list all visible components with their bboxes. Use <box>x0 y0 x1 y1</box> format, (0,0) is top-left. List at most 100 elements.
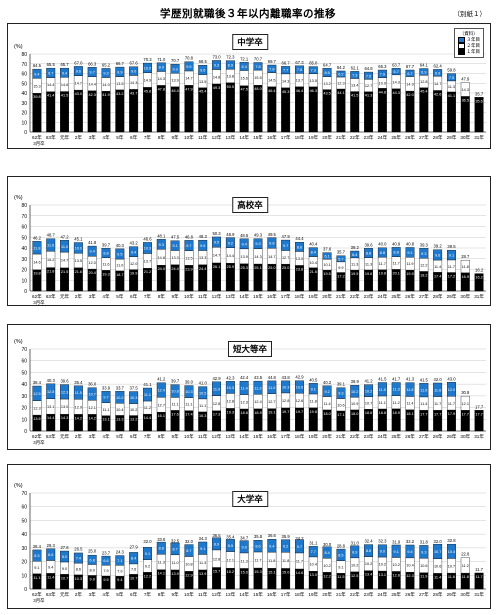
x-tick-label: 23年 <box>364 591 374 598</box>
data-label-3: 8.3 <box>34 554 39 558</box>
x-tick-label: 23年 <box>364 293 374 300</box>
data-label-1: 42.0 <box>406 93 413 97</box>
data-label-2: 12.3 <box>337 82 344 86</box>
data-label-1: 12.8 <box>392 573 399 577</box>
x-tick-label: 27年 <box>419 591 429 598</box>
chart-svg: 0 10 20 30 40 50 60 70 80 39.8 15.3 9.4 64.5 62年 41.4 1… <box>21 52 486 147</box>
data-label-3: 9.4 <box>242 242 247 246</box>
data-label-3: 10.7 <box>88 393 95 397</box>
x-tick-label: 26年 <box>405 293 415 300</box>
x-tick-label: 19年 <box>308 591 318 598</box>
bar-segment-year3 <box>142 242 152 254</box>
data-label-total: 43.0 <box>447 376 456 381</box>
bar-segment-year3 <box>225 381 235 394</box>
data-label-total: 42.3 <box>226 375 235 380</box>
x-tick-label: 30年 <box>460 591 470 598</box>
data-label-1: 41.9 <box>102 93 109 97</box>
x-tick-label: 元年 <box>60 293 70 300</box>
bar-segment-year3 <box>184 544 194 557</box>
bar-segment-year3 <box>198 65 208 75</box>
y-tick-label: 70 <box>21 347 27 353</box>
data-label-total: 31.0 <box>351 540 360 545</box>
data-label-1: 17.2 <box>448 275 455 279</box>
data-label-2: 10.6 <box>420 564 427 568</box>
data-label-total: 65.5 <box>47 62 56 67</box>
data-label-3: 9.9 <box>117 70 122 74</box>
data-label-2: 11.7 <box>434 402 441 406</box>
data-label-1: 45.8 <box>144 89 151 93</box>
data-label-total: 67.0 <box>74 60 83 65</box>
data-label-3: 10.7 <box>434 550 441 554</box>
x-tick-label: 11年 <box>198 591 208 598</box>
bar-segment-year3 <box>322 68 332 77</box>
data-label-2: 10.6 <box>434 565 441 569</box>
data-label-total: 32.3 <box>378 539 387 544</box>
data-label-1: 11.4 <box>434 575 441 579</box>
data-label-2: 14.3 <box>158 77 165 81</box>
data-label-1: 12.5 <box>351 574 358 578</box>
data-label-total: 43.8 <box>282 375 291 380</box>
data-label-2: 14.5 <box>268 78 275 82</box>
data-label-3: 7.7 <box>283 69 288 73</box>
data-label-1: 45.4 <box>420 90 427 94</box>
data-label-1: 19.6 <box>365 272 372 276</box>
bar-segment-year3 <box>294 539 304 554</box>
chart-svg: 01020304050607013.612.312.538.462年14.413… <box>21 347 486 446</box>
bar-segment-year3 <box>212 60 222 70</box>
data-label-total: 70.8 <box>185 56 194 61</box>
data-label-1: 16.1 <box>158 414 165 418</box>
bar-segment-year3 <box>446 543 456 559</box>
x-tick-label: 9年 <box>172 134 180 141</box>
data-label-1: 21.5 <box>61 270 68 274</box>
data-label-total: 32.8 <box>447 538 456 543</box>
bar-segment-year1 <box>101 90 111 133</box>
bar-segment-year3 <box>391 68 401 76</box>
x-tick-label: 4年 <box>102 591 110 598</box>
bar-segment-year1 <box>405 90 415 133</box>
data-label-1: 13.4 <box>365 573 372 577</box>
data-label-2: 11.7 <box>296 560 303 564</box>
bar-segment-year1 <box>170 86 180 133</box>
bar-segment-year3 <box>377 69 387 78</box>
data-label-total: 40.2 <box>323 380 332 385</box>
bar-segment-year1 <box>391 88 401 133</box>
data-label-2: 11.3 <box>365 262 372 266</box>
data-label-total: 41.2 <box>364 379 373 384</box>
bar-segment-year3 <box>115 555 125 566</box>
data-label-1: 9.9 <box>90 577 95 581</box>
data-label-total: 33.9 <box>102 385 111 390</box>
y-tick-label: 10 <box>21 278 27 284</box>
bar-segment-year3 <box>46 67 56 78</box>
data-label-2: 14.4 <box>88 82 95 86</box>
x-tick-label: 5年 <box>116 591 124 598</box>
data-label-3: 8.6 <box>324 71 329 75</box>
data-label-2: 13.7 <box>296 79 303 83</box>
legend-swatch-year3 <box>457 37 465 43</box>
bar-segment-year3 <box>239 540 249 554</box>
x-tick-label: 62年 <box>32 433 42 440</box>
x-tick-label: 16年 <box>267 591 277 598</box>
data-label-3: 8.6 <box>297 245 302 249</box>
data-label-1: 19.8 <box>33 272 40 276</box>
x-tick-label: 22年 <box>350 293 360 300</box>
data-label-3: 7.8 <box>255 65 260 69</box>
bar-segment-year3 <box>129 66 139 76</box>
data-label-3: 11.4 <box>241 386 248 390</box>
data-label-1: 24.4 <box>171 267 178 271</box>
data-label-3: 6.6 <box>103 559 108 563</box>
x-tick-label: 25年 <box>391 134 401 141</box>
data-label-1: 10.7 <box>130 576 137 580</box>
data-label-1: 18.1 <box>406 412 413 416</box>
data-label-1: 20.1 <box>392 271 399 275</box>
x-tick-label: 31年 <box>474 433 484 440</box>
data-label-total: 36.0 <box>88 382 97 387</box>
y-tick-label: 60 <box>21 72 27 78</box>
bar-segment-year3 <box>405 382 415 397</box>
y-axis-label: (%) <box>14 483 23 489</box>
data-label-2: 11.7 <box>448 402 455 406</box>
bar-segment-year1 <box>184 85 194 133</box>
data-label-total: 70.3 <box>143 57 152 62</box>
data-label-3: 8.9 <box>214 542 219 546</box>
bar-segment-year3 <box>281 539 291 553</box>
x-tick-label: 7年 <box>144 293 152 300</box>
